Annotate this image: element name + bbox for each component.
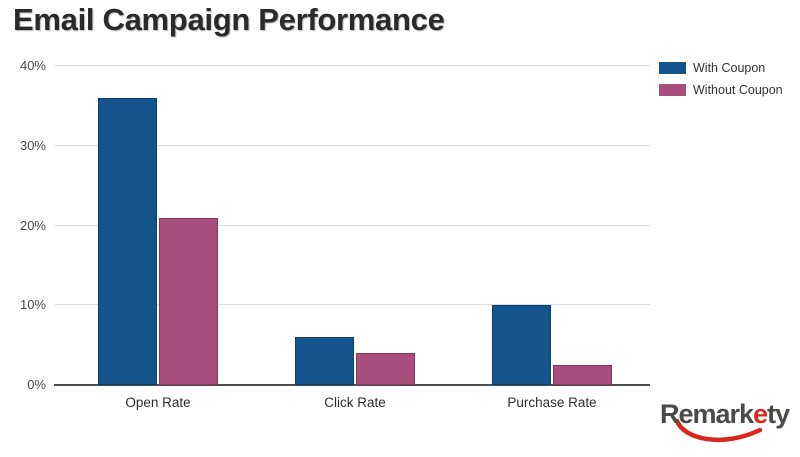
- remarkety-logo[interactable]: Remarkety: [660, 399, 800, 455]
- bar-without-coupon-open-rate: [159, 218, 218, 385]
- y-axis-tick-label: 0%: [27, 377, 46, 392]
- bar-without-coupon-click-rate: [356, 353, 415, 385]
- legend-swatch-icon: [659, 84, 686, 96]
- bar-with-coupon-open-rate: [98, 98, 157, 385]
- plot-area: 0% 10% 20% 30% 40% Open Rate Click Rate Purchas…: [20, 58, 650, 410]
- logo-swoosh-icon: [674, 418, 763, 443]
- x-axis-category-label: Click Rate: [324, 395, 386, 410]
- gridline: [55, 224, 650, 226]
- gridline: [55, 144, 650, 146]
- legend-label: Without Coupon: [693, 83, 783, 97]
- y-axis-tick-label: 30%: [19, 137, 46, 153]
- y-axis-tick-label: 10%: [19, 297, 46, 313]
- bar-with-coupon-purchase-rate: [492, 305, 551, 385]
- y-axis-tick-label: 20%: [19, 217, 46, 233]
- gridline: [55, 304, 650, 306]
- gridline: [55, 65, 650, 66]
- bar-with-coupon-click-rate: [295, 337, 354, 385]
- bar-without-coupon-purchase-rate: [553, 365, 612, 385]
- legend-swatch-icon: [659, 62, 686, 74]
- y-axis-tick-label: 40%: [19, 58, 46, 73]
- legend-item-without-coupon[interactable]: Without Coupon: [659, 83, 783, 97]
- chart-title: Email Campaign Performance: [13, 2, 445, 37]
- x-axis-category-label: Open Rate: [125, 395, 191, 410]
- x-axis-category-label: Purchase Rate: [507, 395, 597, 410]
- x-axis-line: [54, 384, 650, 386]
- legend: With Coupon Without Coupon: [659, 61, 783, 105]
- logo-text-start: Remark: [660, 399, 754, 429]
- logo-text-end: ty: [767, 399, 790, 429]
- legend-item-with-coupon[interactable]: With Coupon: [659, 61, 783, 75]
- legend-label: With Coupon: [693, 61, 766, 75]
- logo-text-accent: e: [753, 399, 768, 429]
